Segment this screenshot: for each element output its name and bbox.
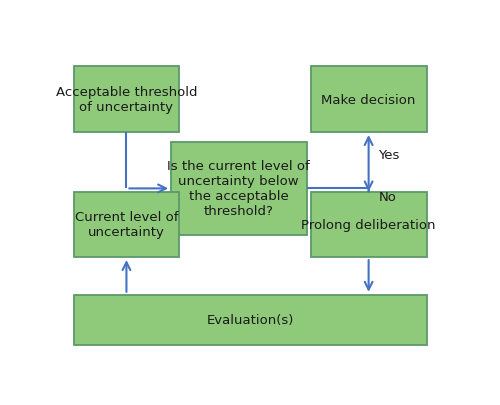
FancyBboxPatch shape	[310, 67, 427, 133]
Text: Prolong deliberation: Prolong deliberation	[302, 218, 436, 231]
FancyBboxPatch shape	[74, 192, 179, 258]
FancyBboxPatch shape	[310, 192, 427, 258]
Text: Acceptable threshold
of uncertainty: Acceptable threshold of uncertainty	[56, 86, 197, 114]
FancyBboxPatch shape	[74, 67, 179, 133]
Text: Current level of
uncertainty: Current level of uncertainty	[74, 211, 178, 239]
Text: Make decision: Make decision	[322, 94, 416, 107]
Text: Yes: Yes	[378, 148, 400, 161]
Text: Evaluation(s): Evaluation(s)	[207, 313, 294, 326]
Text: Is the current level of
uncertainty below
the acceptable
threshold?: Is the current level of uncertainty belo…	[168, 160, 310, 218]
FancyBboxPatch shape	[171, 142, 306, 236]
FancyBboxPatch shape	[74, 295, 427, 345]
Text: No: No	[378, 190, 396, 203]
